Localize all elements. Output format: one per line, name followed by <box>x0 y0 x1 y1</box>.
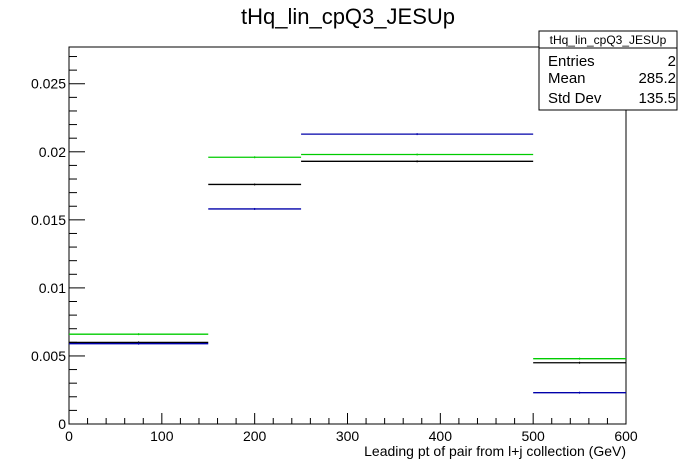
stats-box-frame <box>538 30 678 111</box>
series-layer <box>69 133 626 394</box>
stats-entries-value: 2 <box>668 53 676 70</box>
x-axis-title: Leading pt of pair from l+j collection (… <box>364 443 626 459</box>
stats-mean-value: 285.2 <box>638 70 676 87</box>
x-tick-label: 400 <box>429 428 453 444</box>
series-0 <box>69 153 626 360</box>
stats-box-title: tHq_lin_cpQ3_JESUp <box>550 33 667 47</box>
series-1 <box>69 160 626 364</box>
y-tick-label: 0.025 <box>31 76 66 92</box>
stats-entries-label: Entries <box>548 53 595 70</box>
x-tick-label: 0 <box>65 428 73 444</box>
series-2 <box>69 133 626 394</box>
y-axis: 0 0.005 0.01 0.015 0.02 0.025 <box>31 56 85 432</box>
x-axis: 0 100 200 300 400 500 600 <box>65 413 638 444</box>
y-tick-label: 0.015 <box>31 212 66 228</box>
x-tick-label: 600 <box>614 428 638 444</box>
x-tick-label: 300 <box>336 428 360 444</box>
stats-box: tHq_lin_cpQ3_JESUp Entries 2 Mean 285.2 … <box>538 30 678 111</box>
y-tick-label: 0 <box>58 416 66 432</box>
stats-stddev-value: 135.5 <box>638 90 676 107</box>
y-tick-label: 0.005 <box>31 348 66 364</box>
stats-mean-label: Mean <box>548 70 586 87</box>
x-tick-label: 100 <box>150 428 174 444</box>
y-tick-label: 0.02 <box>39 144 66 160</box>
x-tick-label: 500 <box>521 428 545 444</box>
chart-title: tHq_lin_cpQ3_JESUp <box>241 4 455 29</box>
x-tick-label: 200 <box>243 428 267 444</box>
y-tick-label: 0.01 <box>39 280 66 296</box>
stats-stddev-label: Std Dev <box>548 90 602 107</box>
